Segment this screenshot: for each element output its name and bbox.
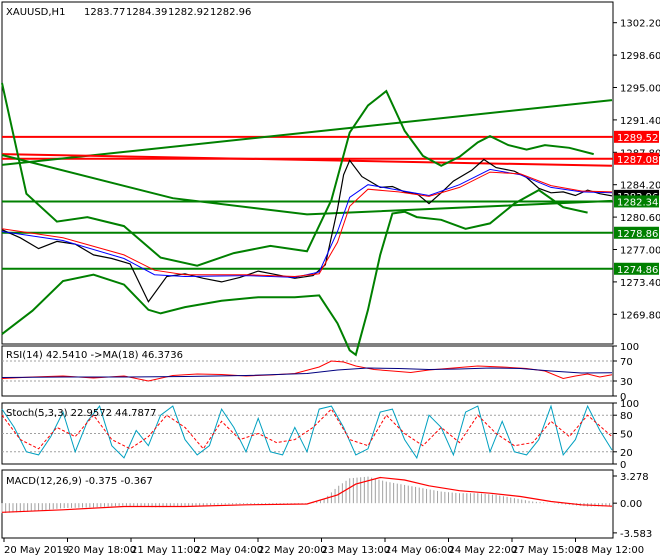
price-tag-5 (614, 262, 659, 275)
price-tag-label-3: 1282.34 (617, 197, 658, 208)
rsi-line (1, 360, 613, 382)
price-tag-0 (614, 130, 659, 143)
rsi-header: RSI(14) 42.5410 ->MA(18) 46.3736 (6, 350, 183, 361)
macd-panel[interactable]: 3.278 0.00 -3.583 MACD(12,26,9) -0.375 -0.… (1, 472, 652, 540)
time-tick-label-3: 22 May 04:00 (195, 545, 264, 556)
price-tag-label-1: 1287.08 (617, 155, 658, 166)
ohlc-low: 1282.92 (168, 7, 209, 18)
price-tick-label-0: 1302.20 (620, 19, 660, 30)
stochastic-tick-label-1: 80 (620, 411, 633, 422)
rsi-axis: 100 70 30 0 (613, 342, 639, 403)
close-line (1, 158, 613, 303)
trend-line-0 (1, 99, 613, 166)
macd-tick-label-1: 0.00 (620, 499, 642, 510)
price-tick-label-3: 1291.40 (620, 116, 660, 127)
stoch-signal-line (1, 408, 613, 450)
price-panel[interactable]: 1302.201298.601295.001291.401287.801284.… (1, 7, 660, 357)
stochastic-header: Stoch(5,3,3) 22.9572 44.7877 (6, 408, 157, 419)
macd-signal-line (1, 476, 613, 513)
price-tick-label-6: 1280.60 (620, 213, 660, 224)
price-tag-3 (614, 195, 659, 208)
moving-average-line (1, 171, 613, 278)
stochastic-tick-label-2: 50 (620, 430, 633, 441)
rsi-frame (1, 345, 614, 397)
rsi-levels (2, 360, 613, 382)
price-series (1, 82, 613, 357)
time-tick-label-5: 23 May 13:00 (322, 545, 391, 556)
time-tick-label-1: 20 May 18:00 (68, 545, 137, 556)
main-frame (1, 1, 614, 345)
rsi-series (1, 360, 613, 382)
macd-tick-label-2: -3.583 (620, 529, 652, 540)
trend-line-1 (1, 153, 613, 167)
rsi-panel[interactable]: 100 70 30 0 RSI(14) 42.5410 ->MA(18) 46.373… (1, 342, 639, 403)
price-tick-label-7: 1277.00 (620, 246, 660, 257)
horizontal-levels (2, 135, 613, 270)
rsi-ma-line (1, 367, 613, 378)
time-tick-label-9: 28 May 12:00 (576, 545, 645, 556)
moving-average-line (1, 168, 613, 278)
ohlc-close: 1282.96 (210, 7, 251, 18)
time-tick-label-2: 21 May 11:00 (131, 545, 200, 556)
price-tick-label-8: 1273.40 (620, 278, 660, 289)
stoch-main-line (1, 404, 613, 460)
ohlc-open: 1283.77 (84, 7, 125, 18)
trend-lines (1, 99, 613, 216)
trend-line-2 (1, 154, 613, 216)
stochastic-series (1, 404, 613, 460)
price-tick-label-9: 1269.80 (620, 310, 660, 321)
macd-axis: 3.278 0.00 -3.583 (613, 472, 652, 540)
macd-header: MACD(12,26,9) -0.375 -0.367 (6, 476, 153, 487)
bollinger-upper-line (1, 82, 594, 267)
stochastic-tick-label-3: 20 (620, 448, 633, 459)
price-tick-label-1: 1298.60 (620, 51, 660, 62)
macd-signal-line (1, 476, 613, 513)
price-tags: 1289.521287.081282.961282.341278.861274.… (614, 130, 659, 276)
time-tick-label-4: 22 May 20:00 (258, 545, 327, 556)
time-tick-label-6: 24 May 06:00 (385, 545, 454, 556)
stochastic-tick-label-4: 0 (620, 460, 626, 471)
rsi-tick-label-1: 70 (620, 357, 633, 368)
bollinger-lower-line (1, 188, 588, 357)
time-tick-label-8: 27 May 15:00 (512, 545, 581, 556)
price-tag-label-5: 1274.86 (617, 265, 658, 276)
price-tag-4 (614, 226, 659, 239)
rsi-tick-label-3: 0 (620, 392, 626, 403)
price-tag-label-4: 1278.86 (617, 229, 658, 240)
price-tag-label-0: 1289.52 (617, 133, 658, 144)
ohlc-high: 1284.39 (126, 7, 167, 18)
price-tick-label-5: 1284.20 (620, 181, 660, 192)
macd-tick-label-0: 3.278 (620, 472, 649, 483)
chart-symbol: XAUUSD,H1 (6, 7, 65, 18)
time-tick-label-7: 24 May 22:00 (449, 545, 518, 556)
time-tick-label-0: 20 May 2019 (4, 545, 69, 556)
rsi-tick-label-2: 30 (620, 377, 633, 388)
stochastic-tick-label-0: 100 (620, 399, 639, 410)
price-tag-1 (614, 152, 659, 165)
price-tick-label-2: 1295.00 (620, 84, 660, 95)
rsi-tick-label-0: 100 (620, 342, 639, 353)
